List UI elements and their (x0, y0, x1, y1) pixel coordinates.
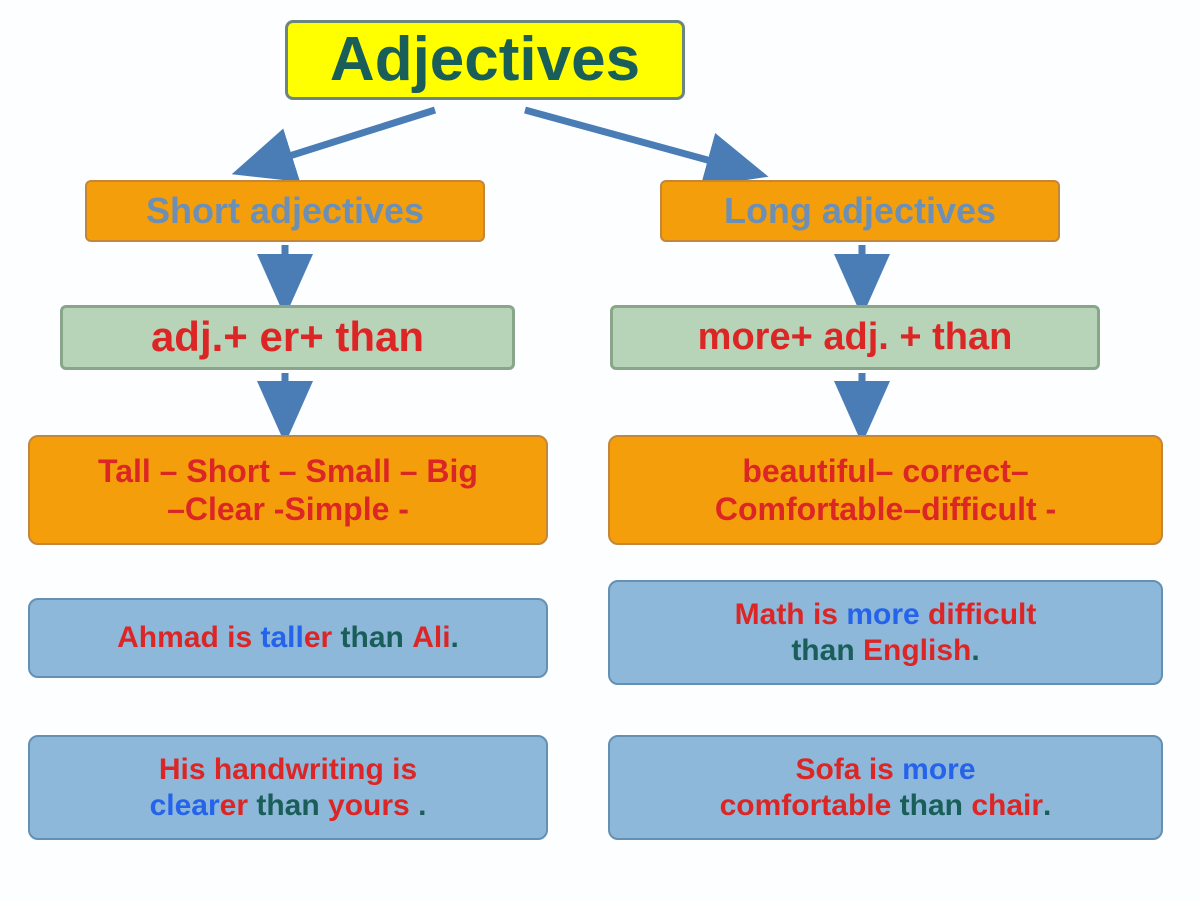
short-wordlist-line1: Tall – Short – Small – Big (98, 452, 478, 490)
long-wordlist-line1: beautiful– correct– (742, 452, 1028, 490)
long-wordlist-line2: Comfortable–difficult - (715, 490, 1056, 528)
long-adjectives-label: Long adjectives (724, 189, 996, 232)
short-sentence-1: Ahmad is taller than Ali. (28, 598, 548, 678)
long-formula-text: more+ adj. + than (698, 315, 1013, 361)
long-formula-box: more+ adj. + than (610, 305, 1100, 370)
long-sentence-2: Sofa is morecomfortable than chair. (608, 735, 1163, 840)
short-sentence-2: His handwriting isclearer than yours . (28, 735, 548, 840)
short-formula-text: adj.+ er+ than (151, 312, 424, 362)
short-wordlist-box: Tall – Short – Small – Big –Clear -Simpl… (28, 435, 548, 545)
long-wordlist-box: beautiful– correct– Comfortable–difficul… (608, 435, 1163, 545)
short-adjectives-heading: Short adjectives (85, 180, 485, 242)
short-wordlist-line2: –Clear -Simple - (167, 490, 409, 528)
short-formula-box: adj.+ er+ than (60, 305, 515, 370)
short-adjectives-label: Short adjectives (146, 189, 424, 232)
long-sentence-1: Math is more difficultthan English. (608, 580, 1163, 685)
long-adjectives-heading: Long adjectives (660, 180, 1060, 242)
